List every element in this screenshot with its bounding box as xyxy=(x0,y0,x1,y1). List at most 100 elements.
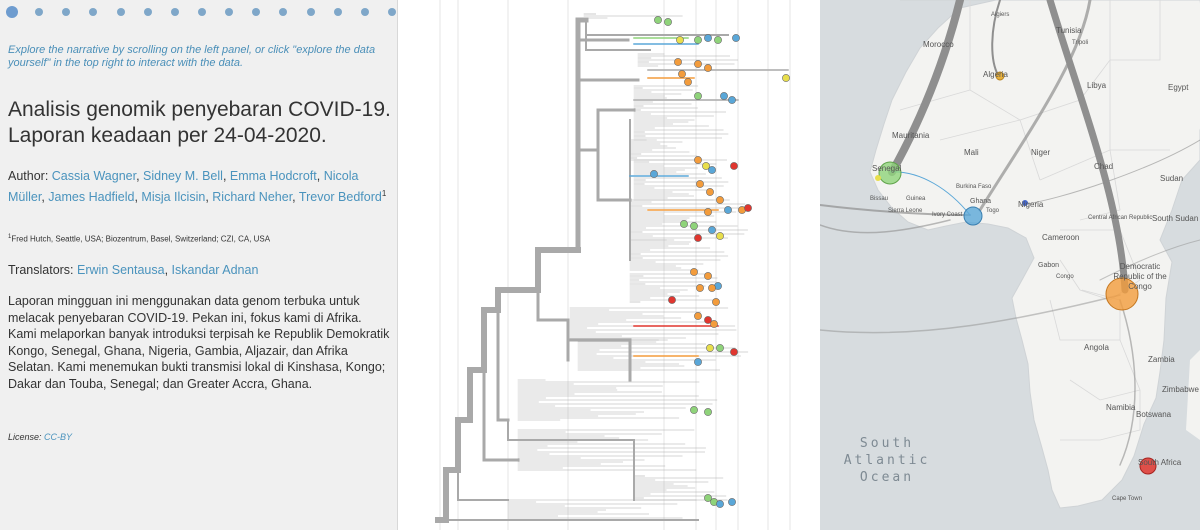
translator-link-1[interactable]: Erwin Sentausa xyxy=(77,263,165,277)
translator-link-2[interactable]: Iskandar Adnan xyxy=(171,263,259,277)
tree-tip-5[interactable] xyxy=(704,34,712,42)
author-link-7[interactable]: Richard Neher xyxy=(212,190,293,205)
tree-tip-7[interactable] xyxy=(732,34,740,42)
tree-tip-20[interactable] xyxy=(730,162,738,170)
bubble-south-africa[interactable] xyxy=(1139,457,1157,475)
africa-landmass xyxy=(869,0,1200,509)
slide-dot-13[interactable] xyxy=(333,8,342,16)
slide-dot-10[interactable] xyxy=(252,8,261,16)
slide-dot-11[interactable] xyxy=(279,8,288,16)
bubble-nigeria[interactable] xyxy=(1022,200,1028,206)
narrative-panel[interactable]: Explore the narrative by scrolling on th… xyxy=(0,0,398,530)
tree-tip-23[interactable] xyxy=(706,188,714,196)
tree-tip-18[interactable] xyxy=(694,156,702,164)
tree-tip-6[interactable] xyxy=(714,36,722,44)
slide-dot-7[interactable] xyxy=(170,8,179,16)
author-link-4[interactable]: Nicola Müller xyxy=(8,169,359,205)
tree-tip-46[interactable] xyxy=(730,348,738,356)
tree-tip-35[interactable] xyxy=(704,272,712,280)
tree-tip-52[interactable] xyxy=(716,500,724,508)
tree-tip-43[interactable] xyxy=(710,320,718,328)
tree-tip-3[interactable] xyxy=(676,36,684,44)
map-label-sudan: Sudan xyxy=(1160,174,1184,183)
license-link[interactable]: CC-BY xyxy=(44,432,73,442)
tree-tip-8[interactable] xyxy=(694,60,702,68)
tree-tip-10[interactable] xyxy=(678,70,686,78)
slide-dot-12[interactable] xyxy=(306,8,315,16)
tree-tip-29[interactable] xyxy=(680,220,688,228)
tree-tip-17[interactable] xyxy=(650,170,658,178)
slide-dot-8[interactable] xyxy=(198,8,206,16)
tree-tip-45[interactable] xyxy=(716,344,724,352)
tree-tip-38[interactable] xyxy=(696,284,704,292)
author-link-6[interactable]: Misja Ilcisin xyxy=(141,190,206,205)
tree-tip-40[interactable] xyxy=(712,298,720,306)
slide-dot-3[interactable] xyxy=(62,8,71,16)
slide-dot-1[interactable] xyxy=(6,6,18,18)
tree-tip-14[interactable] xyxy=(694,92,702,100)
affiliation-mark: 1 xyxy=(8,234,12,240)
tree-tip-44[interactable] xyxy=(706,344,714,352)
slide-dot-4[interactable] xyxy=(89,8,98,16)
tree-tip-16[interactable] xyxy=(728,96,736,104)
tree-tip-25[interactable] xyxy=(704,208,712,216)
tree-tips[interactable] xyxy=(650,16,790,508)
slide-dot-9[interactable] xyxy=(225,8,234,16)
author-link-2[interactable]: Sidney M. Bell xyxy=(143,169,223,183)
tree-tip-31[interactable] xyxy=(716,232,724,240)
map-label-cameroon: Cameroon xyxy=(1042,233,1080,242)
map-label-bissau: Bissau xyxy=(870,196,889,202)
bubble-gambia[interactable] xyxy=(875,175,881,181)
author-link-5[interactable]: James Hadfield xyxy=(48,190,135,205)
tree-tip-42[interactable] xyxy=(704,316,712,324)
tree-tip-37[interactable] xyxy=(668,296,676,304)
tree-tip-49[interactable] xyxy=(704,408,712,416)
tree-tip-32[interactable] xyxy=(694,234,702,242)
slide-dot-15[interactable] xyxy=(388,8,396,16)
tree-tip-53[interactable] xyxy=(728,498,736,506)
tree-tip-33[interactable] xyxy=(708,226,716,234)
tree-tip-11[interactable] xyxy=(684,78,692,86)
tree-tip-41[interactable] xyxy=(694,312,702,320)
tree-tip-19[interactable] xyxy=(702,162,710,170)
map-label-congo: Congo xyxy=(1056,274,1074,280)
tree-tip-39[interactable] xyxy=(708,284,716,292)
tree-tip-48[interactable] xyxy=(690,406,698,414)
author-link-3[interactable]: Emma Hodcroft xyxy=(229,169,317,183)
africa-map[interactable] xyxy=(820,0,1200,530)
tree-tip-26[interactable] xyxy=(724,206,732,214)
affiliation-text: Fred Hutch, Seattle, USA; Biozentrum, Ba… xyxy=(11,234,271,244)
tree-tip-30[interactable] xyxy=(690,222,698,230)
tree-tip-13[interactable] xyxy=(782,74,790,82)
tree-tip-21[interactable] xyxy=(708,166,716,174)
tree-tip-9[interactable] xyxy=(704,64,712,72)
translators-label: Translators: xyxy=(8,263,78,277)
author-link-8[interactable]: Trevor Bedford xyxy=(298,190,382,205)
tree-tip-50[interactable] xyxy=(704,494,712,502)
bubble-algeria[interactable] xyxy=(995,71,1005,81)
bubble-senegal[interactable] xyxy=(878,161,902,185)
tree-tip-22[interactable] xyxy=(696,180,704,188)
tree-tip-15[interactable] xyxy=(720,92,728,100)
bubble-ghana[interactable] xyxy=(963,206,983,226)
slide-dot-14[interactable] xyxy=(360,8,369,16)
page-title: Analisis genomik penyebaran COVID-19. La… xyxy=(8,98,391,147)
slide-dot-5[interactable] xyxy=(116,8,125,16)
tree-tip-24[interactable] xyxy=(716,196,724,204)
slide-dot-6[interactable] xyxy=(143,8,152,16)
phylogenetic-tree[interactable] xyxy=(398,0,820,530)
map-panel[interactable]: Algiers Tunisia Tripoli Morocco Algeria … xyxy=(820,0,1200,530)
tree-tip-28[interactable] xyxy=(744,204,752,212)
tree-tip-2[interactable] xyxy=(664,18,672,26)
bubble-drc[interactable] xyxy=(1105,277,1139,311)
location-bubbles[interactable] xyxy=(875,71,1157,475)
tree-tip-47[interactable] xyxy=(694,358,702,366)
map-label-angola: Angola xyxy=(1084,343,1109,352)
tree-tip-4[interactable] xyxy=(694,36,702,44)
map-label-south-sudan: South Sudan xyxy=(1152,214,1199,223)
slide-dot-2[interactable] xyxy=(35,8,44,16)
tree-tip-1[interactable] xyxy=(654,16,662,24)
tree-tip-34[interactable] xyxy=(690,268,698,276)
tree-tip-12[interactable] xyxy=(674,58,682,66)
author-link-1[interactable]: Cassia Wagner xyxy=(51,169,137,183)
